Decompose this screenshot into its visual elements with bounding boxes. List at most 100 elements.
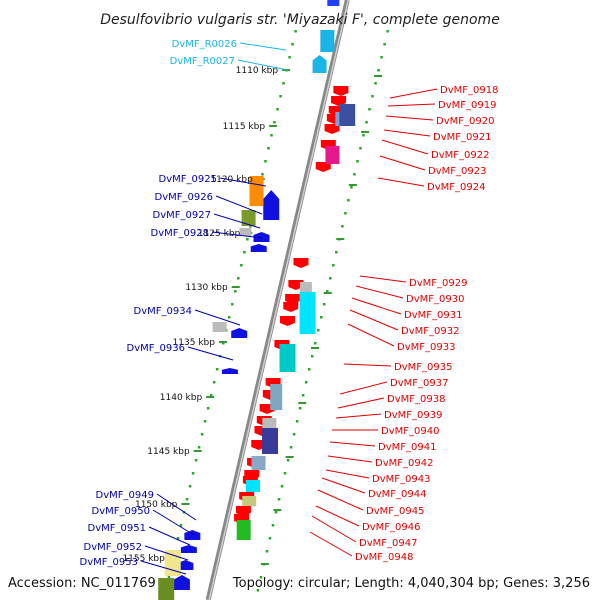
gene-block — [262, 418, 277, 428]
gene-leader-line — [187, 346, 234, 361]
gene-label-dvmf-0946: DvMF_0946 — [362, 522, 420, 533]
gene-label-dvmf-0950: DvMF_0950 — [92, 506, 150, 517]
gene-arrow-forward — [312, 55, 327, 73]
scale-label: 1140 kbp — [160, 393, 203, 403]
gene-label-dvmf-0927: DvMF_0927 — [153, 210, 211, 221]
gene-leader-line — [148, 526, 191, 546]
gene-block — [242, 496, 257, 506]
gene-leader-line — [351, 297, 402, 315]
gene-leader-line — [317, 489, 364, 511]
gene-block — [236, 520, 251, 540]
gene-arrow-reverse — [283, 302, 299, 312]
map-title: Desulfovibrio vulgaris str. 'Miyazaki F'… — [100, 12, 500, 28]
gene-label-dvmf-0921: DvMF_0921 — [433, 132, 491, 143]
track-dot-right — [332, 264, 335, 267]
track-dot-left — [206, 407, 210, 410]
track-dot-right — [374, 82, 377, 85]
gene-leader-line — [219, 177, 267, 187]
track-dot-right — [259, 576, 263, 579]
track-dot-right — [347, 199, 350, 202]
track-dot-left — [221, 342, 225, 345]
track-dot-right — [365, 121, 368, 124]
track-dot-right — [310, 355, 314, 358]
track-dot-left — [279, 95, 282, 98]
track-dot-right — [335, 251, 338, 254]
track-dot-left — [264, 160, 267, 163]
track-dot-left — [209, 394, 213, 397]
track-dot-right — [356, 160, 359, 163]
gene-arrow-forward — [177, 560, 194, 570]
track-dot-left — [179, 524, 183, 527]
gene-leader-line — [355, 285, 404, 299]
gene-leader-line — [343, 363, 392, 367]
gene-arrow-forward — [221, 368, 238, 374]
gene-label-dvmf-0923: DvMF_0923 — [428, 166, 486, 177]
gene-leader-line — [325, 469, 370, 479]
gene-arrow-reverse — [235, 506, 251, 516]
gene-block — [325, 146, 340, 164]
gene-block — [299, 292, 316, 334]
gene-leader-line — [239, 42, 287, 51]
track-dot-right — [386, 30, 389, 33]
track-dot-left — [167, 576, 171, 579]
gene-leader-line — [387, 103, 436, 107]
gene-leader-line — [389, 88, 438, 99]
gene-label-dvmf-0930: DvMF_0930 — [406, 294, 464, 305]
scale-label: 1110 kbp — [236, 66, 279, 76]
track-dot-left — [234, 290, 237, 293]
track-dot-right — [271, 524, 275, 527]
track-dot-right — [380, 56, 383, 59]
gene-leader-line — [321, 477, 366, 494]
gene-label-dvmf-0918: DvMF_0918 — [440, 85, 498, 96]
gene-label-dvmf-0949: DvMF_0949 — [96, 490, 154, 501]
track-dot-left — [267, 147, 270, 150]
track-dot-left — [203, 420, 207, 423]
track-dot-right — [274, 511, 278, 514]
gene-block — [299, 282, 312, 292]
scale-label: 1145 kbp — [147, 447, 190, 457]
tracks-layer — [164, 0, 389, 600]
gene-leader-line — [335, 413, 382, 419]
scale-label: 1125 kbp — [198, 229, 241, 239]
gene-arrow-forward — [231, 328, 248, 338]
gene-leader-line — [339, 381, 388, 395]
gene-label-dvmf-0934: DvMF_0934 — [134, 306, 192, 317]
gene-leader-line — [329, 441, 376, 447]
track-dot-right — [313, 342, 317, 345]
gene-label-dvmf-0948: DvMF_0948 — [355, 552, 413, 563]
gene-leader-line — [140, 560, 187, 575]
track-dot-right — [295, 420, 299, 423]
gene-leader-line — [315, 505, 360, 527]
gene-label-dvmf-0953: DvMF_0953 — [80, 557, 138, 568]
track-dot-left — [197, 446, 201, 449]
track-dot-right — [286, 459, 290, 462]
track-dot-right — [320, 316, 323, 319]
track-dot-left — [288, 56, 291, 59]
track-dot-left — [246, 238, 249, 241]
gene-leader-line — [152, 509, 195, 536]
track-dot-right — [265, 550, 269, 553]
gene-block — [335, 112, 340, 126]
track-dot-right — [316, 329, 320, 332]
track-dot-right — [362, 134, 365, 137]
gene-block — [239, 228, 252, 236]
gene-label-dvmf-0947: DvMF_0947 — [359, 538, 417, 549]
gene-leader-line — [311, 515, 357, 543]
track-dot-left — [261, 173, 264, 176]
gene-label-dvmf-0951: DvMF_0951 — [88, 523, 146, 534]
gene-label-dvmf-0920: DvMF_0920 — [436, 116, 494, 127]
gene-label-dvmf-0940: DvMF_0940 — [381, 426, 439, 437]
genome-stats: Topology: circular; Length: 4,040,304 bp… — [232, 576, 590, 591]
gene-block — [241, 210, 256, 226]
gene-label-dvmf-0932: DvMF_0932 — [401, 326, 459, 337]
track-dot-right — [298, 407, 302, 410]
gene-leader-line — [381, 139, 429, 155]
genome-backbone — [205, 0, 350, 600]
track-dot-left — [215, 368, 219, 371]
track-dot-right — [289, 446, 293, 449]
track-dot-right — [350, 186, 353, 189]
track-dot-right — [359, 147, 362, 150]
track-dot-left — [273, 121, 276, 124]
track-dot-left — [200, 433, 204, 436]
